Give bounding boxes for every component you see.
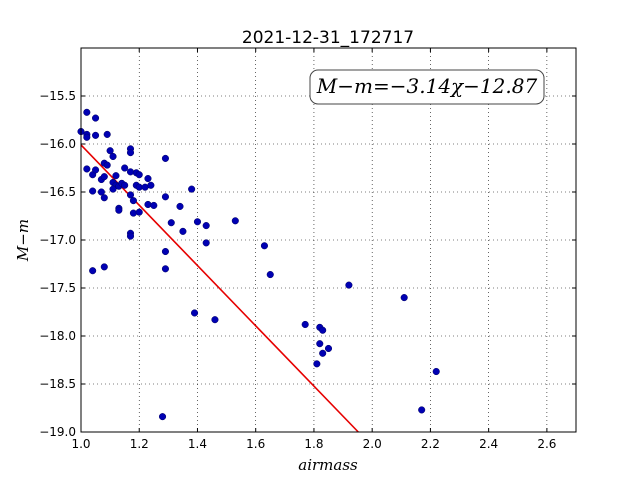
data-point	[109, 152, 117, 161]
data-point	[92, 166, 100, 174]
data-point	[301, 320, 309, 329]
data-point	[144, 175, 152, 183]
fit-annotation: M−m=−3.14χ−12.87	[309, 69, 545, 105]
data-point	[161, 265, 169, 273]
data-point	[129, 209, 137, 217]
data-point	[400, 294, 408, 302]
data-point	[319, 326, 327, 334]
data-point	[92, 114, 100, 122]
annotation-text: M−m=−3.14χ−12.87	[316, 74, 538, 98]
x-tick-label: 1.6	[246, 437, 265, 451]
data-point	[106, 147, 114, 155]
x-tick-label: 1.2	[130, 437, 149, 451]
data-point	[161, 154, 169, 162]
x-tick-label: 2.4	[479, 437, 498, 451]
data-point	[121, 164, 129, 172]
y-tick-label: −17.5	[39, 281, 76, 295]
data-point	[231, 217, 239, 225]
fit-line-layer	[80, 144, 359, 433]
data-point	[126, 149, 135, 157]
data-point	[188, 185, 196, 193]
data-point	[115, 206, 123, 214]
data-point	[211, 316, 219, 324]
data-point	[129, 197, 137, 205]
data-point	[109, 185, 117, 193]
data-point	[202, 222, 210, 230]
data-point	[313, 360, 321, 368]
data-point	[135, 208, 143, 216]
data-point	[112, 172, 120, 180]
data-point	[432, 367, 440, 376]
y-tick-label: −15.5	[39, 89, 76, 103]
y-tick-labels: −15.5 −16.0 −16.5 −17.0 −17.5 −18.0 −18.5 −19.0	[39, 89, 76, 439]
data-point	[100, 263, 108, 271]
x-tick-label: 2.2	[421, 437, 440, 451]
data-point	[161, 193, 169, 201]
data-point	[316, 340, 324, 348]
data-point	[103, 161, 111, 169]
data-point	[97, 188, 105, 196]
data-point	[193, 218, 202, 226]
y-tick-label: −18.0	[39, 329, 76, 343]
data-point	[92, 131, 100, 139]
data-point	[179, 227, 187, 235]
data-point	[121, 181, 129, 189]
grid	[80, 48, 576, 433]
data-point	[260, 242, 268, 250]
data-point	[100, 173, 108, 181]
data-point	[100, 194, 108, 202]
data-points	[77, 108, 440, 421]
x-tick-label: 1.4	[188, 437, 207, 451]
y-tick-label: −19.0	[39, 425, 76, 439]
data-point	[89, 187, 97, 195]
data-point	[83, 165, 91, 173]
data-point	[126, 232, 135, 240]
x-axis-label: airmass	[298, 456, 358, 474]
x-tick-label: 2.0	[363, 437, 382, 451]
y-tick-label: −16.5	[39, 185, 76, 199]
y-tick-label: −18.5	[39, 377, 76, 391]
y-axis-label: M−m	[14, 219, 32, 262]
data-point	[83, 108, 91, 116]
data-point	[150, 201, 158, 209]
data-point	[345, 281, 353, 289]
data-point	[126, 191, 135, 199]
x-tick-label: 1.8	[304, 437, 323, 451]
x-tick-label: 1.0	[71, 437, 90, 451]
data-point	[266, 271, 274, 279]
data-point	[324, 344, 333, 353]
data-point	[147, 181, 155, 189]
annotation-box	[309, 69, 545, 105]
data-point	[418, 406, 426, 414]
ticks	[80, 48, 576, 433]
y-tick-label: −17.0	[39, 233, 76, 247]
data-point	[191, 309, 199, 317]
data-point	[202, 239, 210, 247]
data-point	[89, 267, 97, 275]
chart-title: 2021-12-31_172717	[242, 28, 414, 48]
data-point	[161, 247, 169, 256]
data-point	[167, 219, 175, 227]
data-point	[144, 200, 152, 209]
y-tick-label: −16.0	[39, 137, 76, 151]
data-point	[319, 349, 327, 357]
data-point	[158, 413, 167, 421]
data-point	[135, 171, 143, 179]
fit-line	[80, 144, 359, 433]
data-point	[83, 133, 91, 141]
x-tick-label: 2.6	[537, 437, 556, 451]
data-point	[103, 130, 111, 138]
x-tick-labels: 1.0 1.2 1.4 1.6 1.8 2.0 2.2 2.4 2.6	[71, 437, 556, 451]
data-point	[126, 168, 135, 176]
data-point	[176, 202, 184, 210]
